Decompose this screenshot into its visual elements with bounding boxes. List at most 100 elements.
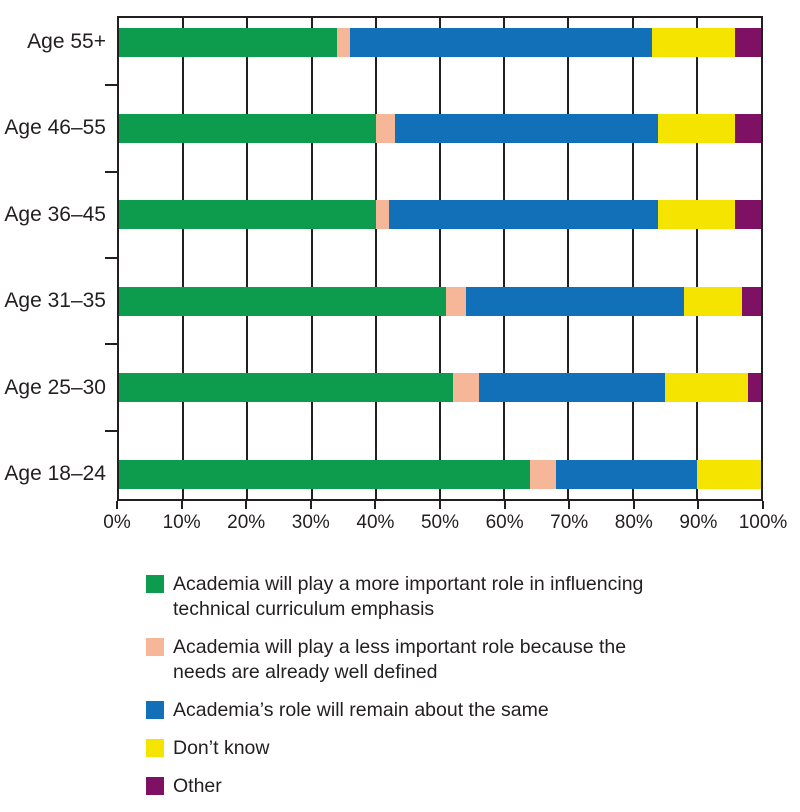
legend-label-line: Don’t know [173,737,270,759]
legend-entry: Don’t know [146,736,706,761]
legend-label: Don’t know [173,736,269,761]
gridline [374,18,377,499]
y-axis-label: Age 55+ [27,30,106,53]
y-axis-ticks [105,16,117,501]
legend-swatch [146,739,164,757]
gridline [695,18,698,499]
y-axis-tick [105,170,117,173]
bar-segment [683,286,742,316]
bar-segment [375,113,396,143]
legend-swatch [146,701,164,719]
y-axis-tick [105,257,117,259]
y-axis-label: Age 31–35 [4,289,106,313]
bar-segment [651,27,736,57]
x-axis-tick-label: 100% [738,512,788,533]
bar-segment [748,373,761,403]
x-axis-tick [697,501,700,509]
y-axis-label: Age 18–24 [4,462,106,485]
bar-segment [658,200,736,230]
bar-row [119,286,761,316]
gridline [439,18,441,499]
bar-segment [658,113,736,143]
bar-segment [465,286,684,316]
x-axis-tick [180,501,183,509]
bar-row [119,200,761,230]
bar-segment [735,200,761,230]
legend-swatch [146,777,164,795]
bar-segment [452,373,479,403]
bar-segment [664,373,749,403]
x-axis-tick-label: 60% [485,512,524,533]
x-axis-tick [568,501,571,509]
x-axis-tick-label: 80% [614,512,653,533]
y-axis-tick [105,343,117,346]
gridline [567,18,570,499]
y-axis-tick [105,84,117,87]
bar-segment [735,27,761,57]
bar-segment [395,113,659,143]
bar-segment [478,373,665,403]
bar-segment [555,459,697,489]
legend-entry: Academia’s role will remain about the sa… [146,698,706,723]
bar-segment [388,200,659,230]
gridline [246,18,249,499]
gridline [631,18,634,499]
legend-entry: Academia will play a less important role… [146,635,706,685]
bar-row [119,27,761,57]
gridline [310,18,313,499]
legend-label: Academia’s role will remain about the sa… [173,698,549,723]
y-axis-label: Age 36–45 [4,202,106,226]
x-axis-tick [439,501,441,509]
gridline [182,18,185,499]
bar-segment [119,27,338,57]
legend-entry: Other [146,774,706,799]
x-axis-tick-label: 90% [679,512,718,533]
y-axis: Age 55+ Age 46–55 Age 36–45 Age 31–35 Age 25… [0,16,106,501]
legend-label-line: Academia’s role will remain about the sa… [173,699,549,721]
legend-label-line: needs are already well defined [173,661,438,683]
legend-label: Academia will play a less important role… [173,635,626,685]
legend-label-line: Other [173,775,222,797]
bar-segment [119,113,376,143]
bar-row [119,373,761,403]
x-axis-tick-label: 20% [227,512,266,533]
legend-entry: Academia will play a more important role… [146,572,706,622]
x-axis-tick-label: 30% [291,512,330,533]
x-axis: 0% 10% 20% 30% 40% 50% 60% 70% 80% 90% 100% [103,501,787,541]
legend-swatch [146,638,164,656]
bar-segment [337,27,351,57]
bar-segment [735,113,761,143]
x-axis-tick-label: 50% [420,512,460,533]
bar-segment [119,200,376,230]
x-axis-tick [374,501,377,509]
x-axis-tick-label: 40% [356,512,395,533]
x-axis-tick-label: 70% [550,512,589,533]
x-axis-tick [632,501,635,509]
legend-label: Other [173,774,222,799]
bar-segment [741,286,761,316]
gridline [503,18,506,499]
bar-segment [375,200,389,230]
bar-segment [119,373,453,403]
bar-segment [119,286,447,316]
bar-row [119,459,761,489]
x-axis-tick-label: 10% [162,512,201,533]
x-axis-tick [116,501,118,509]
x-axis-tick [309,501,312,509]
x-axis-tick [245,501,248,509]
bar-segment [350,27,652,57]
plot-area [117,16,763,501]
y-axis-label: Age 25–30 [4,375,106,399]
bar-row [119,113,761,143]
legend-label: Academia will play a more important role… [173,572,643,622]
x-axis-tick-label: 0% [103,512,131,533]
bar-segment [696,459,761,489]
bar-segment [119,459,530,489]
bar-segment [446,286,466,316]
legend-label-line: Academia will play a less important role… [173,636,627,658]
legend-label-line: technical curriculum emphasis [173,598,435,620]
legend: Academia will play a more important role… [146,572,706,812]
y-axis-tick [105,429,117,432]
legend-label-line: Academia will play a more important role… [173,573,644,595]
